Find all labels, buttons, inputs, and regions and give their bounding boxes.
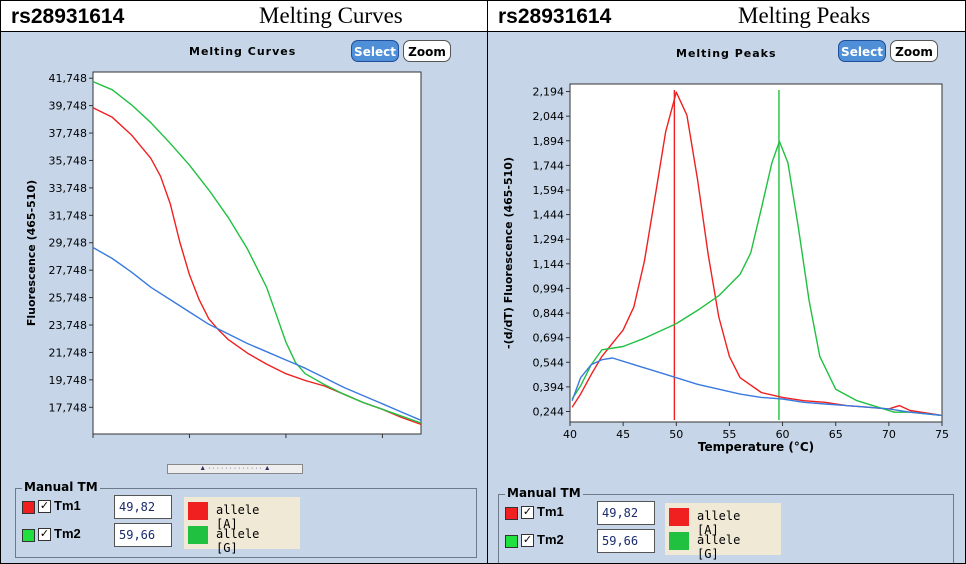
y-tick-label: 0,844 [533,307,565,320]
series-line-blue [571,357,943,417]
manual-tm-group: Manual TM ✓ Tm1 49,82 ✓ Tm2 59,66 allele… [15,480,477,558]
y-tick-label: 2,194 [533,86,565,99]
chart-area: Melting Curves Select Zoom 17,748 19,748 2… [1,32,487,563]
chart-title: Melting Peaks [676,47,777,60]
allele-g-swatch [188,526,208,544]
y-tick-label: 1,894 [533,135,565,148]
melting-curves-plot: 17,748 19,748 21,748 23,748 25,748 27,748 29,7… [25,71,422,442]
y-tick-label: 21,748 [49,346,88,359]
tm2-value-field[interactable]: 59,66 [114,523,172,547]
tm1-color-swatch[interactable] [22,501,35,514]
panel-header: rs28931614 Melting Curves [1,1,487,32]
x-tick-label: 70 [882,428,896,441]
tm1-color-swatch[interactable] [505,507,518,520]
tm1-value-field[interactable]: 49,82 [597,501,655,525]
manual-tm-legend: Manual TM [22,480,100,494]
y-tick-label: 23,748 [49,319,88,332]
y-tick-label: 25,748 [49,292,88,305]
tm1-value-field[interactable]: 49,82 [114,495,172,519]
y-tick-label: 1,594 [533,184,565,197]
y-tick-label: 33,748 [49,182,88,195]
tm1-label: Tm1 [537,504,564,519]
panel-heading: Melting Peaks [738,3,871,28]
y-tick-label: 0,244 [533,405,565,418]
tm1-checkbox[interactable]: ✓ [38,500,51,513]
zoom-button[interactable]: Zoom [403,40,451,62]
y-tick-label: 41,748 [49,72,88,85]
tm2-checkbox[interactable]: ✓ [38,528,51,541]
manual-tm-group: Manual TM ✓ Tm1 49,82 ✓ Tm2 59,66 allele… [498,486,954,563]
melting-curves-panel: rs28931614 Melting Curves Melting Curves… [0,0,488,564]
snp-id-label: rs28931614 [498,5,612,28]
panel-header: rs28931614 Melting Peaks [488,1,965,32]
series-line-blue [92,246,422,421]
panel-heading: Melting Curves [259,3,403,28]
y-tick-label: 19,748 [49,374,88,387]
x-tick-label: 75 [935,428,949,441]
y-tick-label: 31,748 [49,209,88,222]
allele-g-label: allele [G] [697,533,741,561]
x-tick-label: 40 [86,440,100,442]
tm2-checkbox[interactable]: ✓ [521,534,534,547]
y-tick-label: 1,744 [533,159,565,172]
y-tick-label: 0,394 [533,381,565,394]
y-tick-label: 35,748 [49,154,88,167]
melting-peaks-panel: rs28931614 Melting Peaks Melting Peaks S… [488,0,966,564]
horizontal-scrollbar[interactable]: ▲ · · · · · · · · · · · · · ▲ [167,464,303,474]
y-tick-label: 37,748 [49,127,88,140]
x-tick-label: 60 [776,428,790,441]
y-tick-label: 1,444 [533,209,565,222]
y-axis-label: Fluorescence (465-510) [25,180,38,326]
chart-title: Melting Curves [189,45,297,58]
y-axis-label: -(d/dT) Fluorescence (465-510) [502,157,515,349]
x-tick-label: 40 [563,428,577,441]
x-tick-label: 50 [669,428,683,441]
zoom-button[interactable]: Zoom [890,40,938,62]
x-axis-label: Temperature (°C) [698,440,814,454]
y-tick-label: 27,748 [49,264,88,277]
series-line-green [571,140,943,417]
allele-legend: allele [A] allele [G] [665,503,781,561]
allele-a-swatch [669,508,689,526]
plot-background [569,83,943,423]
x-tick-label: 50 [182,440,196,442]
y-tick-label: 1,144 [533,258,565,271]
melting-peaks-plot: 0,244 0,394 0,544 0,694 0,844 0,994 1,144 1,294… [502,83,949,454]
x-tick-label: 60 [279,440,293,442]
series-line-green [92,80,422,424]
tm2-label: Tm2 [537,532,564,547]
x-tick-label: 45 [616,428,630,441]
allele-g-swatch [669,532,689,550]
y-tick-label: 1,294 [533,233,565,246]
x-tick-label: 55 [722,428,736,441]
y-tick-label: 0,544 [533,356,565,369]
x-tick-label: 65 [829,428,843,441]
y-tick-label: 0,694 [533,332,565,345]
tm1-checkbox[interactable]: ✓ [521,506,534,519]
x-tick-label: 70 [375,440,389,442]
tm1-label: Tm1 [54,498,81,513]
y-tick-label: 39,748 [49,100,88,113]
y-tick-label: 0,994 [533,282,565,295]
tm2-color-swatch[interactable] [22,529,35,542]
chart-area: Melting Peaks Select Zoom 0,244 0,394 0,54… [488,32,965,563]
tm2-label: Tm2 [54,526,81,541]
allele-a-label: allele [A] [216,503,260,531]
y-tick-label: 17,748 [49,401,88,414]
allele-legend: allele [A] allele [G] [184,497,300,555]
snp-id-label: rs28931614 [11,5,125,28]
tm2-value-field[interactable]: 59,66 [597,529,655,553]
allele-a-label: allele [A] [697,509,741,537]
select-button[interactable]: Select [351,40,399,62]
y-tick-label: 29,748 [49,237,88,250]
plot-background [92,71,422,435]
allele-a-swatch [188,502,208,520]
select-button[interactable]: Select [838,40,886,62]
y-tick-label: 2,044 [533,110,565,123]
tm2-color-swatch[interactable] [505,535,518,548]
manual-tm-legend: Manual TM [505,486,583,500]
allele-g-label: allele [G] [216,527,260,555]
